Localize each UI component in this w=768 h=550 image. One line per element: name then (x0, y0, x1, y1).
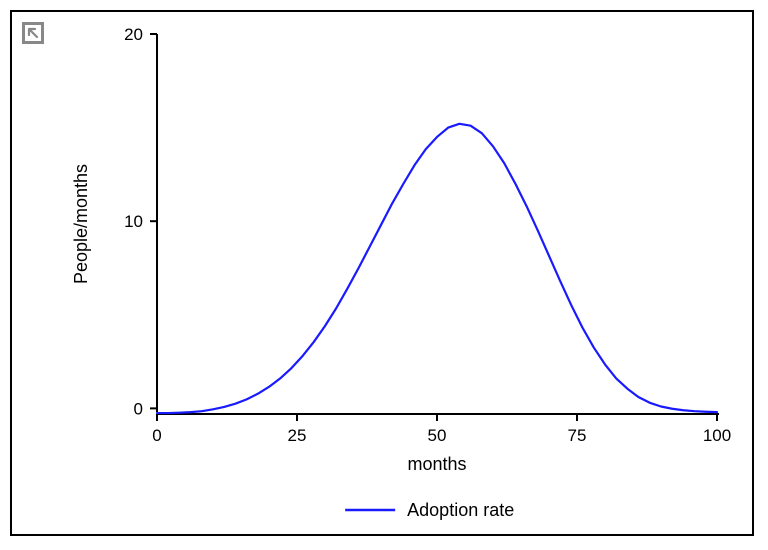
svg-text:25: 25 (288, 426, 307, 445)
svg-text:10: 10 (124, 212, 143, 231)
svg-text:75: 75 (568, 426, 587, 445)
svg-text:0: 0 (134, 399, 143, 418)
svg-text:Adoption rate: Adoption rate (407, 500, 514, 520)
svg-text:People/months: People/months (71, 164, 91, 284)
svg-text:0: 0 (152, 426, 161, 445)
svg-text:months: months (407, 454, 466, 474)
svg-text:100: 100 (703, 426, 731, 445)
svg-text:20: 20 (124, 25, 143, 44)
chart-frame: 0 25 50 75 100 0 10 20 months People/months Adopti… (10, 10, 754, 536)
svg-text:50: 50 (428, 426, 447, 445)
adoption-rate-chart: 0 25 50 75 100 0 10 20 months People/months Adopti… (12, 12, 752, 534)
